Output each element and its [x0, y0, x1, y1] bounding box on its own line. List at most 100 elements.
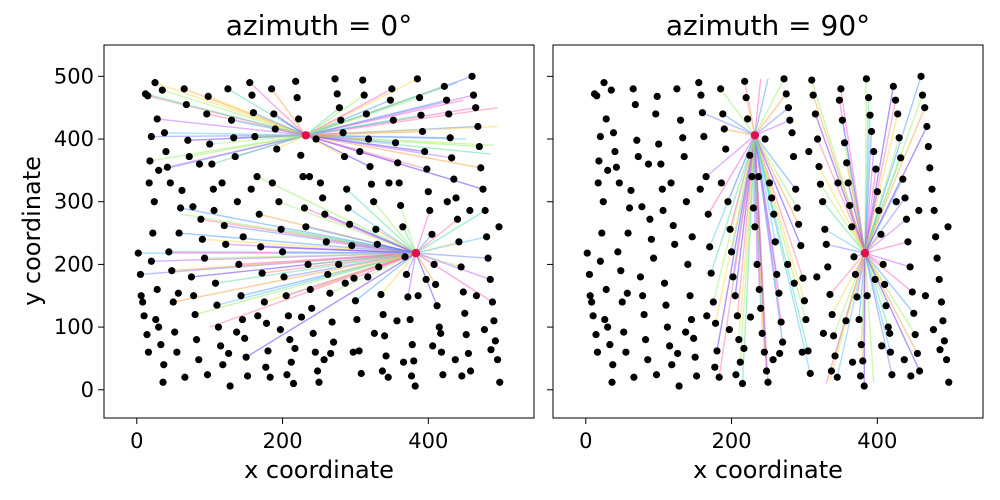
data-point [158, 86, 166, 94]
data-point [724, 198, 732, 206]
data-point [819, 198, 827, 206]
data-point [928, 185, 936, 193]
data-point [262, 319, 271, 327]
data-point [618, 298, 626, 306]
data-point [695, 79, 703, 87]
data-point [253, 173, 261, 181]
ray-line [415, 252, 489, 259]
data-point [608, 378, 616, 386]
ray-line [722, 113, 756, 136]
ray-line [204, 252, 416, 259]
data-point [859, 357, 867, 365]
data-point [782, 90, 790, 98]
data-point [495, 223, 503, 231]
data-point [213, 301, 221, 309]
data-point [622, 348, 630, 356]
data-point [373, 240, 381, 248]
data-point [671, 240, 679, 248]
data-point [875, 206, 883, 215]
data-point [806, 369, 814, 378]
data-point [675, 382, 683, 390]
ray-line [179, 232, 416, 254]
data-point [804, 347, 812, 355]
data-point [312, 135, 320, 143]
right-panel: 0 200 400 azimuth = 90° x coordinate [547, 9, 984, 484]
right-points [583, 72, 953, 390]
data-point [406, 315, 414, 324]
data-point [380, 332, 389, 340]
data-point [422, 275, 430, 284]
ray-line [245, 252, 417, 358]
data-point [799, 274, 807, 282]
data-point [187, 273, 196, 281]
data-point [402, 270, 411, 279]
ray-line [373, 201, 417, 254]
data-point [717, 179, 725, 187]
data-point [877, 230, 885, 238]
data-point [353, 315, 361, 324]
data-point [904, 238, 912, 246]
data-point [457, 263, 465, 271]
data-point [185, 152, 193, 161]
data-point [684, 260, 692, 269]
data-point [813, 273, 821, 281]
data-point [147, 257, 155, 265]
data-point [423, 165, 431, 173]
data-point [222, 240, 230, 248]
data-point [585, 270, 594, 279]
data-point [778, 338, 787, 346]
y-tick-label: 300 [54, 190, 94, 214]
ray-line [305, 134, 398, 164]
data-point [322, 238, 330, 246]
data-point [309, 329, 317, 337]
ray-line [754, 78, 762, 136]
right-axes-frame [552, 44, 984, 419]
ray-line [189, 134, 307, 158]
data-point [320, 356, 328, 364]
right-x-axis-label: x coordinate [693, 456, 843, 484]
data-point [458, 372, 466, 380]
data-point [343, 185, 351, 193]
data-point [394, 159, 402, 167]
data-point [153, 285, 161, 294]
right-y-ticks [547, 75, 553, 391]
data-point [935, 275, 943, 284]
data-point [856, 372, 865, 380]
data-point [749, 204, 758, 212]
data-point [740, 344, 748, 353]
data-point [162, 147, 170, 156]
data-point [707, 269, 715, 277]
data-point [601, 315, 609, 324]
data-point [583, 249, 591, 257]
data-point [382, 352, 390, 360]
data-point [915, 367, 924, 375]
left-y-ticks: 0 100 200 300 400 500 [54, 64, 104, 402]
data-point [755, 285, 763, 294]
data-point [484, 254, 492, 262]
data-point [690, 334, 698, 342]
data-point [722, 145, 730, 153]
data-point [243, 372, 252, 380]
ray-line [415, 209, 486, 254]
data-point [742, 94, 750, 102]
data-point [598, 229, 606, 237]
ray-line [864, 253, 875, 383]
data-point [477, 164, 485, 172]
ray-line [209, 134, 306, 145]
data-point [638, 203, 646, 211]
data-point [270, 110, 278, 118]
data-point [776, 349, 784, 358]
data-point [271, 125, 279, 133]
data-point [418, 127, 427, 136]
data-point [855, 315, 863, 324]
ray-line [864, 107, 926, 254]
ray-line [864, 197, 906, 254]
data-point [260, 298, 268, 306]
y-tick-label: 0 [81, 378, 94, 402]
data-point [384, 373, 392, 381]
ray-line [848, 205, 866, 254]
data-point [389, 116, 397, 124]
data-point [328, 318, 336, 326]
data-point [137, 292, 145, 300]
